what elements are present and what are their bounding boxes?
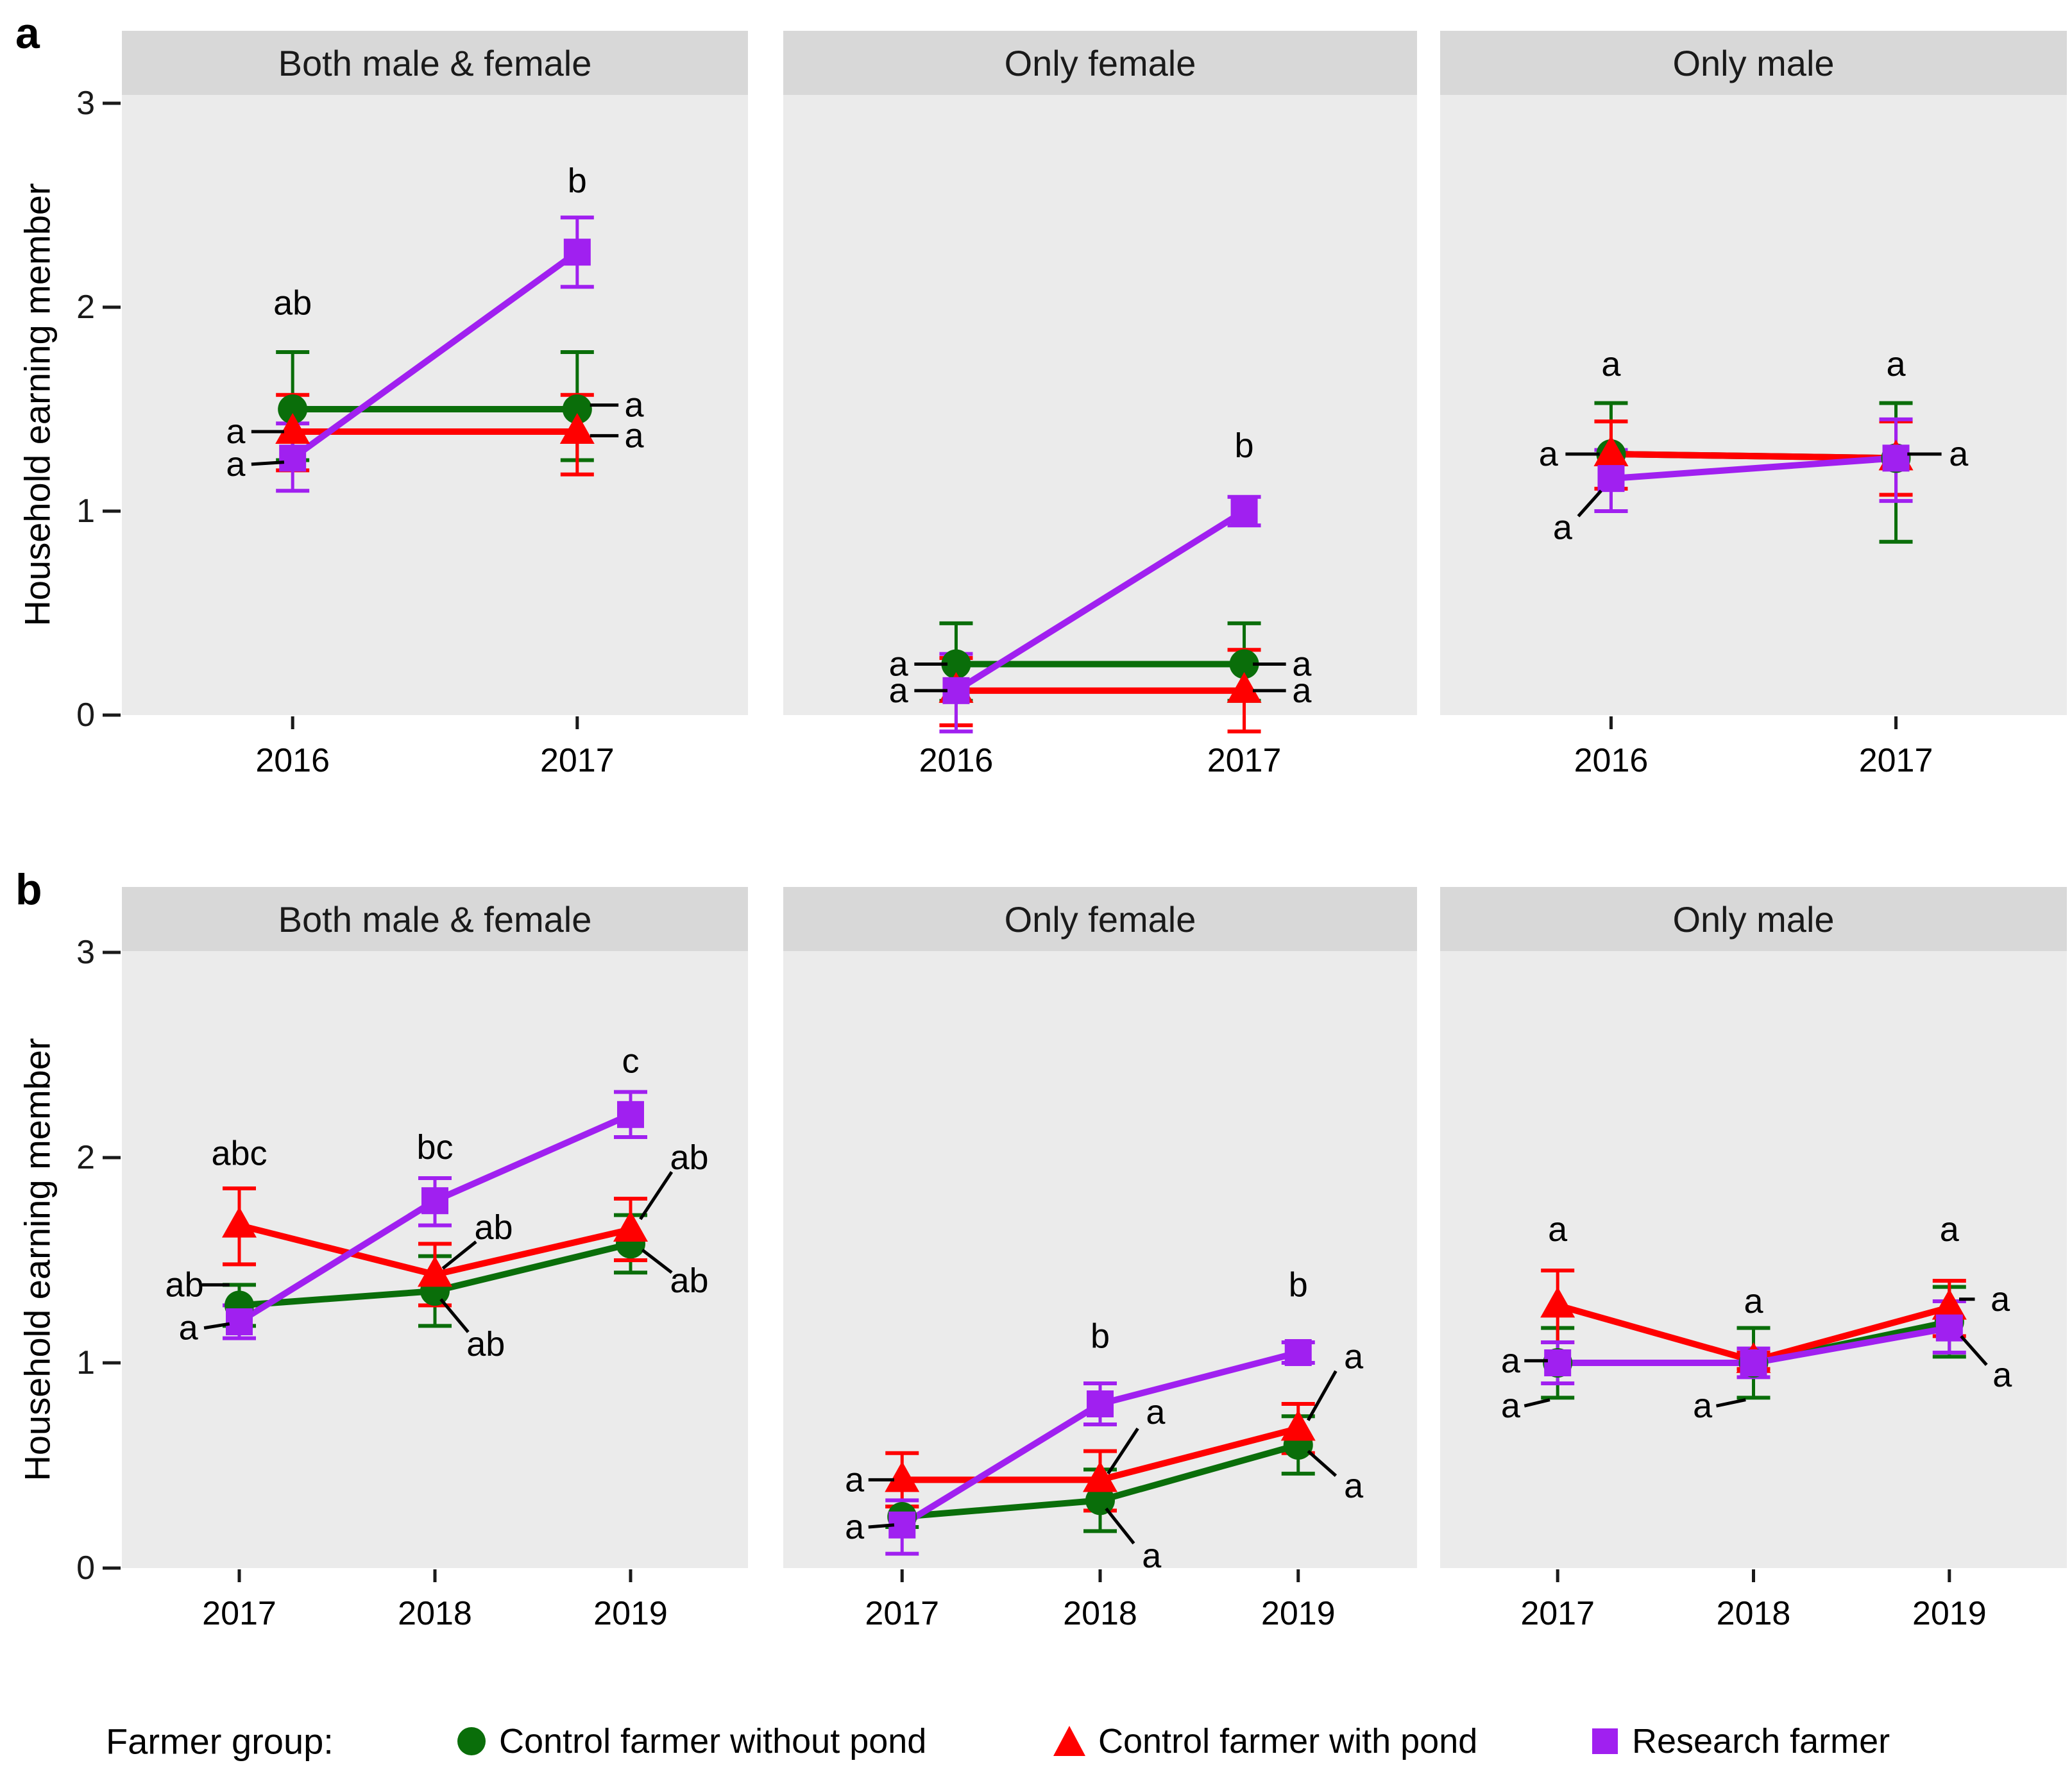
svg-text:ab: ab: [670, 1262, 708, 1300]
svg-text:a: a: [226, 412, 246, 451]
svg-text:a: a: [1344, 1467, 1364, 1505]
svg-text:ab: ab: [466, 1325, 505, 1363]
svg-text:2017: 2017: [1207, 742, 1282, 779]
legend-marker-shape: [457, 1727, 486, 1755]
svg-text:a: a: [226, 445, 246, 484]
svg-text:ab: ab: [166, 1265, 204, 1304]
svg-text:a: a: [1142, 1537, 1162, 1575]
svg-text:2016: 2016: [1574, 742, 1649, 779]
legend-item: Control farmer with pond: [1052, 1721, 1477, 1761]
svg-text:2017: 2017: [202, 1595, 276, 1632]
circle-icon: [457, 1727, 486, 1755]
legend-item: Control farmer without pond: [455, 1721, 926, 1761]
svg-text:2016: 2016: [255, 742, 330, 779]
svg-text:abc: abc: [211, 1135, 267, 1173]
svg-text:0: 0: [76, 696, 95, 734]
strip-title-a-only-male: Only male: [1440, 31, 2067, 95]
svg-text:2: 2: [76, 289, 95, 326]
svg-text:b: b: [568, 162, 587, 200]
svg-text:a: a: [1146, 1393, 1166, 1431]
svg-text:2018: 2018: [1717, 1595, 1791, 1632]
svg-text:b: b: [1091, 1317, 1110, 1355]
triangle-icon: [1053, 1726, 1085, 1756]
square-icon: [1592, 1728, 1618, 1754]
svg-text:3: 3: [76, 85, 95, 122]
svg-text:a: a: [1553, 508, 1573, 546]
svg-text:1: 1: [76, 493, 95, 530]
svg-text:ab: ab: [273, 284, 312, 323]
svg-text:2017: 2017: [540, 742, 615, 779]
svg-text:a: a: [1992, 1356, 2012, 1394]
svg-text:2019: 2019: [1912, 1595, 1987, 1632]
svg-text:a: a: [1991, 1280, 2010, 1319]
svg-text:a: a: [1887, 345, 1906, 384]
svg-text:a: a: [889, 645, 909, 684]
svg-text:2016: 2016: [919, 742, 994, 779]
svg-text:a: a: [1601, 345, 1621, 384]
svg-text:b: b: [1289, 1265, 1308, 1304]
svg-text:a: a: [625, 416, 645, 455]
legend-item-label: Control farmer without pond: [499, 1722, 927, 1760]
svg-text:a: a: [1539, 435, 1559, 473]
svg-text:a: a: [1744, 1282, 1763, 1321]
svg-text:2019: 2019: [1261, 1595, 1336, 1632]
svg-text:1: 1: [76, 1344, 95, 1381]
legend-title: Farmer group:: [106, 1721, 334, 1762]
svg-text:a: a: [1501, 1342, 1521, 1380]
svg-text:a: a: [625, 386, 645, 425]
strip-title-b-both: Both male & female: [122, 887, 748, 951]
svg-text:2018: 2018: [398, 1595, 472, 1632]
svg-text:2017: 2017: [1520, 1595, 1595, 1632]
svg-text:a: a: [1292, 645, 1312, 684]
y-axis-label-panel-b: Household earning member: [17, 1038, 58, 1481]
svg-text:a: a: [1292, 671, 1312, 710]
svg-text:3: 3: [76, 934, 95, 971]
legend-marker-shape: [1053, 1726, 1085, 1756]
svg-text:c: c: [622, 1042, 640, 1081]
svg-text:a: a: [1344, 1337, 1364, 1376]
svg-text:a: a: [1501, 1387, 1521, 1425]
svg-text:2019: 2019: [593, 1595, 668, 1632]
panel-letter-a: a: [15, 9, 40, 58]
legend-item-label: Control farmer with pond: [1098, 1722, 1478, 1760]
svg-text:a: a: [1693, 1387, 1713, 1425]
svg-text:2017: 2017: [1859, 742, 1933, 779]
legend-marker-shape: [1592, 1728, 1618, 1754]
strip-title-b-only-male: Only male: [1440, 887, 2067, 951]
legend-item-label: Research farmer: [1632, 1722, 1890, 1760]
strip-title-a-only-female: Only female: [783, 31, 1417, 95]
svg-text:a: a: [845, 1508, 865, 1546]
svg-text:2017: 2017: [865, 1595, 939, 1632]
svg-text:2018: 2018: [1063, 1595, 1137, 1632]
panel-letter-b: b: [15, 865, 42, 914]
strip-title-b-only-female: Only female: [783, 887, 1417, 951]
svg-text:b: b: [1235, 426, 1254, 465]
strip-title-a-both: Both male & female: [122, 31, 748, 95]
legend: Farmer group: Control farmer without pon…: [0, 1703, 2072, 1780]
svg-text:a: a: [889, 671, 909, 710]
svg-text:2: 2: [76, 1139, 95, 1176]
svg-text:ab: ab: [474, 1208, 513, 1247]
legend-item: Research farmer: [1590, 1721, 1890, 1761]
svg-text:a: a: [1940, 1210, 1960, 1249]
svg-text:a: a: [845, 1460, 865, 1499]
svg-text:ab: ab: [670, 1138, 708, 1177]
svg-text:a: a: [179, 1309, 199, 1347]
svg-text:0: 0: [76, 1549, 95, 1587]
svg-text:a: a: [1949, 435, 1969, 473]
y-axis-label-panel-a: Household earning member: [17, 183, 58, 627]
svg-text:a: a: [1548, 1210, 1568, 1249]
svg-text:bc: bc: [416, 1128, 453, 1167]
